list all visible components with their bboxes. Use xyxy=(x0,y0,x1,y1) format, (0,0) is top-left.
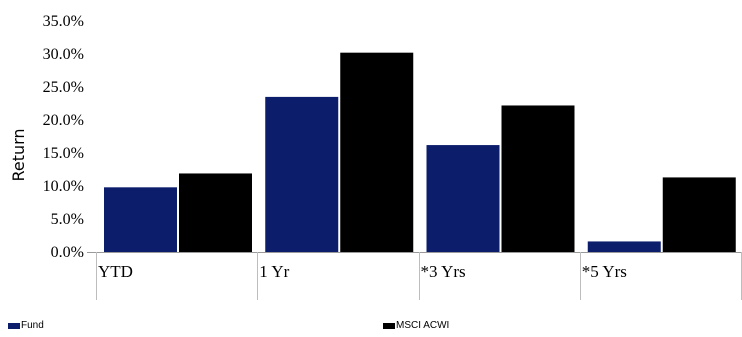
x-category-label: YTD xyxy=(98,262,133,281)
chart-axes xyxy=(87,252,742,300)
legend-swatch-msci-acwi xyxy=(383,322,395,329)
legend-swatch-fund xyxy=(8,322,20,329)
y-tick-label: 0.0% xyxy=(51,244,84,261)
bar-fund-1-yr xyxy=(265,96,339,253)
y-tick-label: 35.0% xyxy=(43,13,84,30)
y-tick-label: 20.0% xyxy=(43,112,84,129)
legend-label-fund: Fund xyxy=(21,320,44,331)
y-tick-label: 30.0% xyxy=(43,46,84,63)
x-axis-categories: YTD 1 Yr *3 Yrs *5 Yrs xyxy=(98,262,627,281)
x-category-label: *3 Yrs xyxy=(421,262,466,281)
y-axis-ticks: 0.0% 5.0% 10.0% 15.0% 20.0% 25.0% 30.0% 35.0% xyxy=(43,13,84,261)
bar-fund-5-yrs xyxy=(587,241,661,252)
bar-fund-3-yrs xyxy=(426,145,500,252)
legend-item-fund: Fund xyxy=(8,320,44,331)
y-tick-label: 25.0% xyxy=(43,79,84,96)
bar-msci-acwi-1-yr xyxy=(340,52,414,253)
y-tick-label: 5.0% xyxy=(51,211,84,228)
legend-item-msci-acwi: MSCI ACWI xyxy=(383,320,449,331)
y-axis-title: Return xyxy=(9,128,28,181)
bar-msci-acwi-5-yrs xyxy=(662,177,736,252)
y-tick-label: 10.0% xyxy=(43,178,84,195)
x-category-label: *5 Yrs xyxy=(582,262,627,281)
bar-fund-ytd xyxy=(104,187,177,252)
chart-bars xyxy=(104,52,736,253)
legend-label-msci-acwi: MSCI ACWI xyxy=(396,320,450,331)
y-tick-label: 15.0% xyxy=(43,145,84,162)
x-category-label: 1 Yr xyxy=(259,262,289,281)
bar-msci-acwi-3-yrs xyxy=(501,105,575,252)
bar-msci-acwi-ytd xyxy=(179,173,252,252)
